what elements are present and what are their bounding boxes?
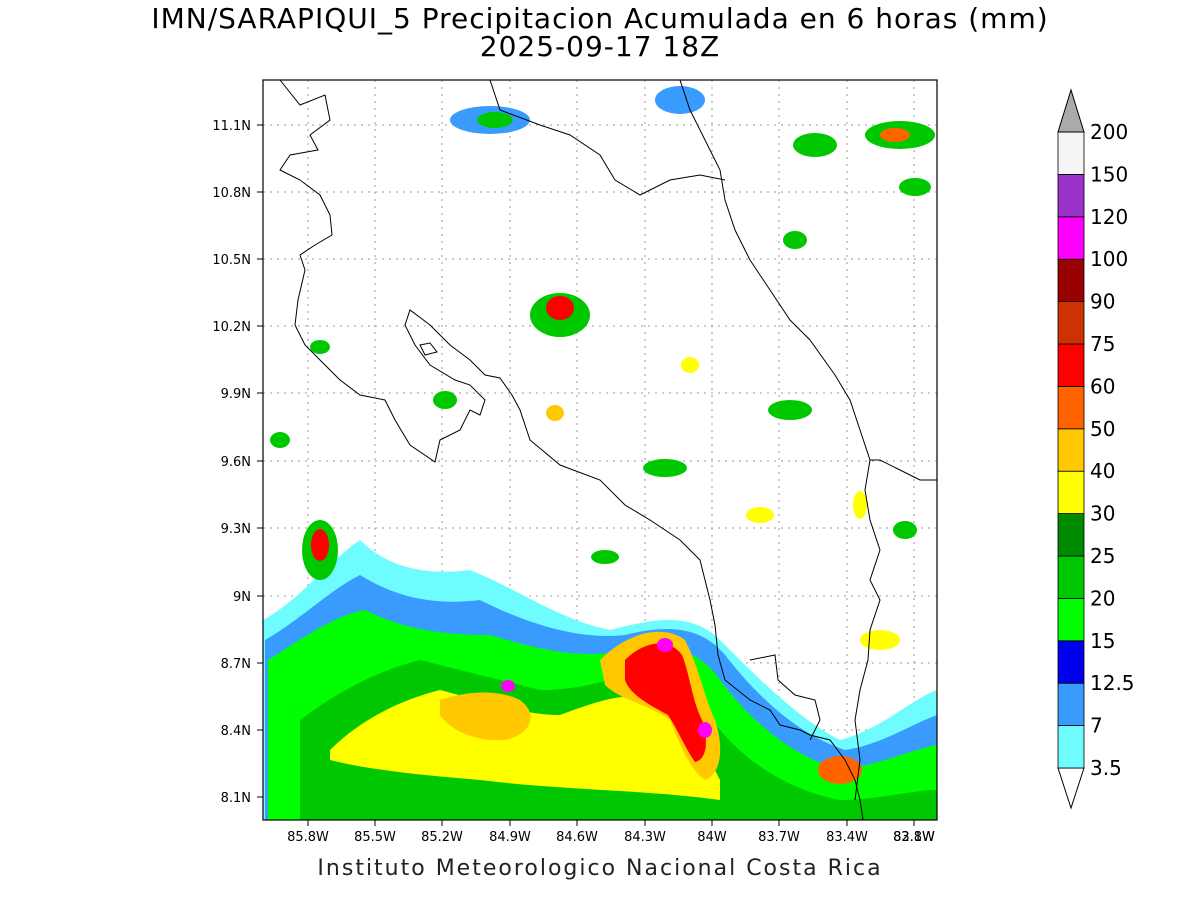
longitude-tick-labels: 85.8W 85.5W 85.2W 84.9W 84.6W 84.3W 84W 83.7W 83… <box>287 830 935 845</box>
colorbar-swatch <box>1057 301 1085 345</box>
colorbar-swatch <box>1057 470 1085 515</box>
precip-max-84.8w <box>501 680 515 692</box>
colorbar-swatch <box>1057 428 1085 472</box>
lon-tick-label: 83.4W <box>826 830 868 845</box>
lon-tick-label: 83.7W <box>758 830 800 845</box>
colorbar-legend: 3.5 7 12.5 15 20 25 30 40 50 60 75 90 100 120 150 200 <box>1057 88 1135 810</box>
colorbar-label: 90 <box>1090 290 1115 314</box>
precip-core-85.6w-red <box>311 529 329 561</box>
colorbar-label: 100 <box>1090 247 1128 271</box>
lon-tick-label: 84.3W <box>624 830 666 845</box>
lon-tick-label: 85.5W <box>354 830 396 845</box>
pacific-coastline <box>279 80 864 820</box>
precip-max-83.7w <box>698 722 712 738</box>
colorbar-swatch <box>1057 131 1085 175</box>
colorbar-swatch <box>1057 598 1085 642</box>
lon-tick-label: 82.8W <box>893 830 935 845</box>
lon-tick-label: 83.1W <box>893 830 935 845</box>
lat-tick-label: 10.8N <box>212 186 251 201</box>
colorbar-label: 75 <box>1090 332 1115 356</box>
precip-band-south-orange <box>440 692 531 741</box>
colorbar-label: 50 <box>1090 417 1115 441</box>
panama-border <box>854 459 881 801</box>
lat-tick-label: 8.4N <box>221 724 251 739</box>
colorbar-label: 150 <box>1090 162 1128 186</box>
colorbar-label: 40 <box>1090 459 1115 483</box>
map-frame <box>262 79 938 821</box>
colorbar-swatch <box>1057 513 1085 557</box>
lat-tick-label: 9.3N <box>221 522 251 537</box>
precip-band-south-yellow <box>330 690 720 800</box>
colorbar-swatch <box>1057 343 1085 387</box>
colorbar-swatch <box>1057 555 1085 599</box>
colorbar-label: 3.5 <box>1090 756 1122 780</box>
osa-peninsula <box>749 654 821 741</box>
precip-core-82.9w <box>818 756 862 784</box>
lon-tick-label: 84.6W <box>556 830 598 845</box>
lon-tick-label: 85.2W <box>421 830 463 845</box>
colorbar-swatch <box>1057 640 1085 684</box>
colorbar-label: 25 <box>1090 544 1115 568</box>
lat-tick-label: 8.1N <box>221 791 251 806</box>
lat-tick-label: 8.7N <box>221 657 251 672</box>
colorbar-label: 120 <box>1090 205 1128 229</box>
nicaragua-border <box>489 80 726 196</box>
colorbar-label: 20 <box>1090 586 1115 610</box>
latitude-tick-labels: 11.1N 10.8N 10.5N 10.2N 9.9N 9.6N 9.3N 9… <box>212 119 251 806</box>
colorbar-swatch <box>1057 725 1085 769</box>
lat-tick-label: 10.5N <box>212 253 251 268</box>
lat-tick-label: 10.2N <box>212 320 251 335</box>
lon-tick-label: 84W <box>697 830 727 845</box>
colorbar-label: 30 <box>1090 502 1115 526</box>
colorbar-swatch <box>1057 682 1085 727</box>
colorbar-label: 12.5 <box>1090 671 1135 695</box>
lon-tick-label: 85.8W <box>287 830 329 845</box>
precip-core-84w-red <box>625 643 706 762</box>
precipitation-field <box>263 86 937 820</box>
colorbar-under-triangle <box>1057 767 1085 810</box>
colorbar-label: 7 <box>1090 714 1103 738</box>
caribbean-coastline <box>679 80 937 481</box>
axis-tick-marks <box>257 124 915 826</box>
lat-tick-label: 9.6N <box>221 455 251 470</box>
chart-title: IMN/SARAPIQUI_5 Precipitacion Acumulada … <box>151 2 1049 35</box>
colorbar-over-triangle <box>1057 88 1085 133</box>
colorbar-label: 15 <box>1090 629 1115 653</box>
colorbar-label: 200 <box>1090 120 1128 144</box>
lat-tick-label: 9.9N <box>221 387 251 402</box>
nicoya-inlet <box>419 342 438 356</box>
colorbar-swatch <box>1057 216 1085 260</box>
precip-max-84w <box>657 638 673 652</box>
colorbar-swatch <box>1057 385 1085 430</box>
footer-credit: Instituto Meteorologico Nacional Costa R… <box>317 856 883 881</box>
colorbar-label: 60 <box>1090 374 1115 398</box>
colorbar-swatch <box>1057 258 1085 303</box>
chart-subtitle-datetime: 2025-09-17 18Z <box>479 30 721 63</box>
map-area <box>263 80 937 820</box>
lon-tick-label: 84.9W <box>489 830 531 845</box>
lat-tick-label: 11.1N <box>212 119 251 134</box>
coastlines-borders <box>279 80 937 820</box>
colorbar-swatch <box>1057 173 1085 218</box>
lat-tick-label: 9N <box>233 590 251 605</box>
